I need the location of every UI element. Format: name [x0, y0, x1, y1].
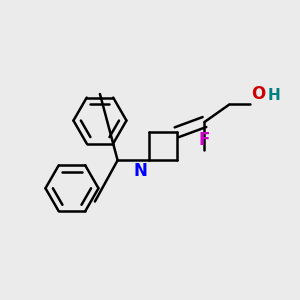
Text: N: N: [133, 162, 147, 180]
Text: F: F: [199, 130, 210, 148]
Text: O: O: [251, 85, 265, 103]
Text: H: H: [268, 88, 280, 103]
